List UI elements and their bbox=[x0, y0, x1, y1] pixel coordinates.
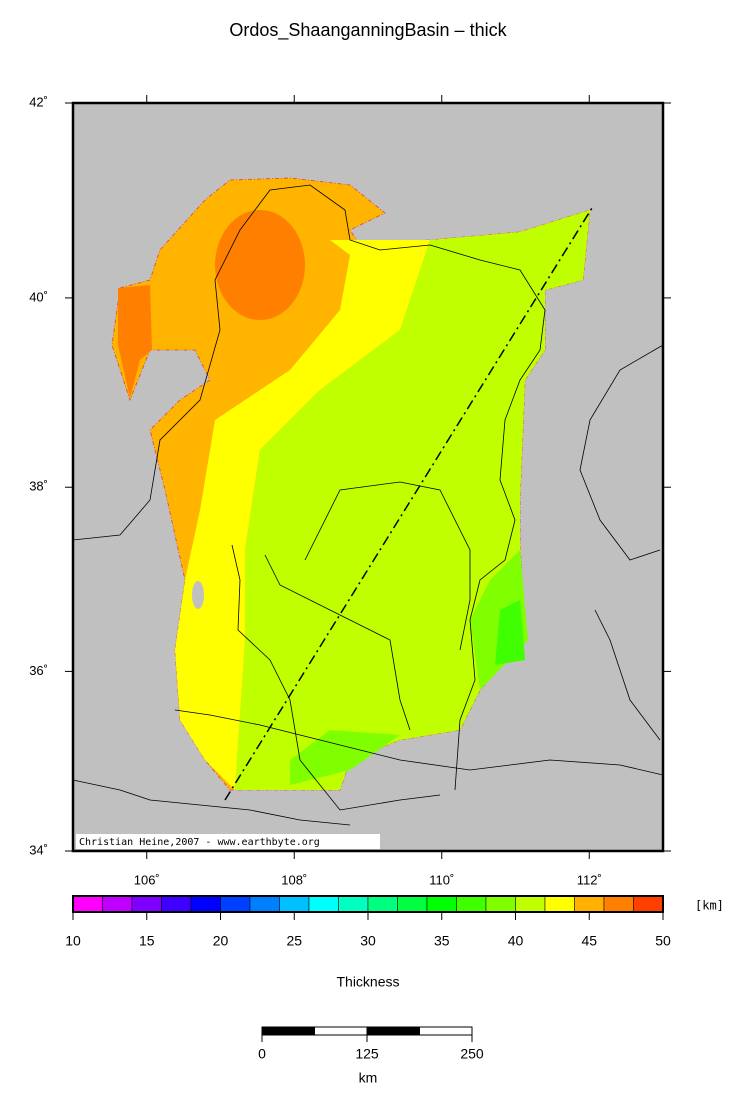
scale-bar-segment bbox=[366, 1026, 420, 1036]
colorbar-segment bbox=[131, 895, 162, 913]
colorbar-tick-label: 35 bbox=[434, 933, 450, 949]
lon-tick-label: 112˚ bbox=[577, 872, 602, 887]
colorbar-segment bbox=[220, 895, 251, 913]
basin-green-dark bbox=[290, 730, 400, 785]
colorbar-segment bbox=[279, 895, 310, 913]
lon-tick-label: 110˚ bbox=[429, 872, 454, 887]
lat-tick-label: 34˚ bbox=[29, 842, 48, 857]
rivers bbox=[72, 184, 664, 826]
lat-tick-label: 36˚ bbox=[29, 663, 48, 678]
colorbar-segment bbox=[426, 895, 457, 913]
scale-tick-label: 0 bbox=[258, 1046, 266, 1062]
colorbar-segment bbox=[485, 895, 516, 913]
title: Ordos_ShaanganningBasin – thick bbox=[229, 20, 507, 41]
basin-dark-orange bbox=[118, 285, 152, 398]
colorbar-tick-label: 40 bbox=[508, 933, 524, 949]
scale-bar-segment bbox=[314, 1026, 368, 1036]
lat-tick-label: 42˚ bbox=[29, 94, 48, 109]
colorbar-segment bbox=[574, 895, 605, 913]
colorbar-segment bbox=[633, 895, 664, 913]
colorbar-segment bbox=[308, 895, 339, 913]
colorbar-segment bbox=[338, 895, 369, 913]
scale-bar-segment bbox=[419, 1026, 473, 1036]
basin-green-bright bbox=[495, 600, 525, 665]
lat-tick-label: 38˚ bbox=[29, 479, 48, 494]
colorbar-segment bbox=[190, 895, 221, 913]
colorbar-tick-label: 20 bbox=[213, 933, 229, 949]
colorbar-segment bbox=[397, 895, 428, 913]
lon-tick-label: 108˚ bbox=[281, 872, 307, 887]
colorbar-segment bbox=[367, 895, 398, 913]
lon-tick-label: 106˚ bbox=[134, 872, 160, 887]
colorbar-tick-label: 10 bbox=[65, 933, 81, 949]
basin-yellow bbox=[175, 240, 430, 790]
colorbar-tick-label: 45 bbox=[581, 933, 597, 949]
credit: Christian Heine,2007 - www.earthbyte.org bbox=[79, 837, 320, 848]
map-frame bbox=[71, 101, 665, 853]
scale-tick-label: 125 bbox=[355, 1046, 379, 1062]
map: Christian Heine,2007 - www.earthbyte.org bbox=[71, 101, 665, 853]
colorbar-unit: [km] bbox=[695, 899, 724, 913]
colorbar-segment bbox=[515, 895, 546, 913]
basin-hole bbox=[192, 581, 204, 609]
credit-box bbox=[76, 834, 380, 849]
colorbar-tick-label: 25 bbox=[286, 933, 302, 949]
colorbar-segment bbox=[456, 895, 487, 913]
colorbar-tick-label: 30 bbox=[360, 933, 376, 949]
profile-line bbox=[224, 207, 593, 801]
colorbar-tick-label: 50 bbox=[655, 933, 671, 949]
colorbar-segment bbox=[603, 895, 634, 913]
colorbar-label: Thickness bbox=[336, 974, 399, 990]
colorbar-segment bbox=[249, 895, 280, 913]
lat-tick-label: 40˚ bbox=[29, 289, 48, 304]
colorbar-segment bbox=[544, 895, 575, 913]
scale-tick-label: 250 bbox=[460, 1046, 484, 1062]
colorbar-segment bbox=[72, 895, 103, 913]
colorbar-segment bbox=[161, 895, 192, 913]
scale-unit: km bbox=[359, 1070, 378, 1086]
scale-bar-segment bbox=[261, 1026, 315, 1036]
colorbar-tick-label: 15 bbox=[139, 933, 155, 949]
basin-dark-orange bbox=[215, 210, 305, 320]
colorbar-segment bbox=[102, 895, 133, 913]
